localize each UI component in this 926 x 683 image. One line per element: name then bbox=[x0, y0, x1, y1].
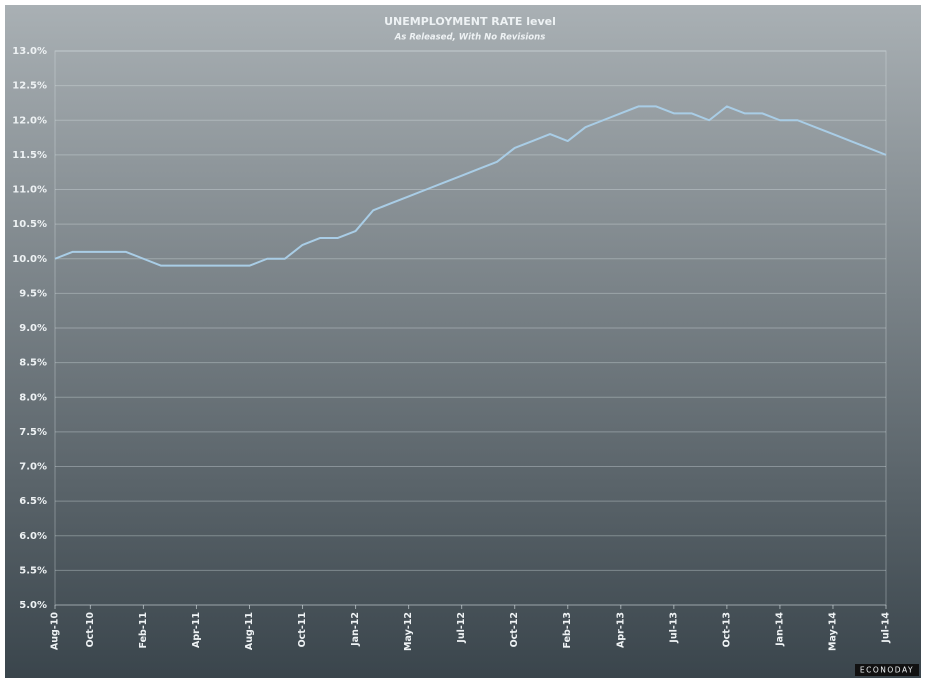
x-tick-label: Aug-11 bbox=[244, 612, 255, 650]
y-tick-label: 6.5% bbox=[19, 496, 47, 507]
y-tick-label: 11.0% bbox=[12, 185, 47, 196]
x-tick-label: Jul-12 bbox=[456, 612, 467, 644]
y-tick-label: 8.0% bbox=[19, 392, 47, 403]
background bbox=[5, 5, 921, 678]
y-tick-label: 5.0% bbox=[19, 600, 47, 611]
x-tick-label: Oct-12 bbox=[509, 612, 520, 647]
x-tick-label: Oct-11 bbox=[297, 612, 308, 647]
y-tick-label: 8.5% bbox=[19, 358, 47, 369]
y-tick-label: 9.0% bbox=[19, 323, 47, 334]
y-tick-label: 9.5% bbox=[19, 288, 47, 299]
source-badge bbox=[855, 664, 919, 676]
x-tick-label: Jan-14 bbox=[774, 612, 785, 647]
x-tick-label: Oct-13 bbox=[721, 612, 732, 647]
y-tick-label: 10.0% bbox=[12, 254, 47, 265]
y-tick-label: 7.5% bbox=[19, 427, 47, 438]
chart-title: UNEMPLOYMENT RATE level bbox=[384, 15, 556, 28]
x-tick-label: Jan-12 bbox=[350, 612, 361, 647]
y-tick-label: 6.0% bbox=[19, 531, 47, 542]
y-tick-label: 7.0% bbox=[19, 462, 47, 473]
x-tick-label: Oct-10 bbox=[85, 612, 96, 648]
x-tick-label: Aug-10 bbox=[50, 612, 61, 650]
y-tick-label: 11.5% bbox=[12, 150, 47, 161]
x-tick-label: Jul-13 bbox=[668, 612, 679, 644]
chart-subtitle: As Released, With No Revisions bbox=[394, 33, 546, 43]
x-tick-label: May-12 bbox=[403, 612, 414, 651]
plot-area bbox=[54, 50, 887, 606]
y-tick-label: 10.5% bbox=[12, 219, 47, 230]
y-tick-label: 5.5% bbox=[19, 565, 47, 576]
x-tick-label: May-14 bbox=[827, 612, 838, 651]
y-tick-label: 13.0% bbox=[12, 46, 47, 57]
x-tick-label: Feb-11 bbox=[138, 612, 149, 649]
x-tick-label: Feb-13 bbox=[562, 612, 573, 649]
y-tick-label: 12.0% bbox=[12, 115, 47, 126]
x-tick-label: Apr-13 bbox=[615, 612, 626, 648]
line-series bbox=[54, 105, 887, 267]
source-logo: ECONODAY bbox=[860, 666, 914, 675]
x-tick-label: Jul-14 bbox=[881, 612, 892, 644]
y-tick-label: 12.5% bbox=[12, 81, 47, 92]
x-tick-label: Apr-11 bbox=[191, 612, 202, 648]
